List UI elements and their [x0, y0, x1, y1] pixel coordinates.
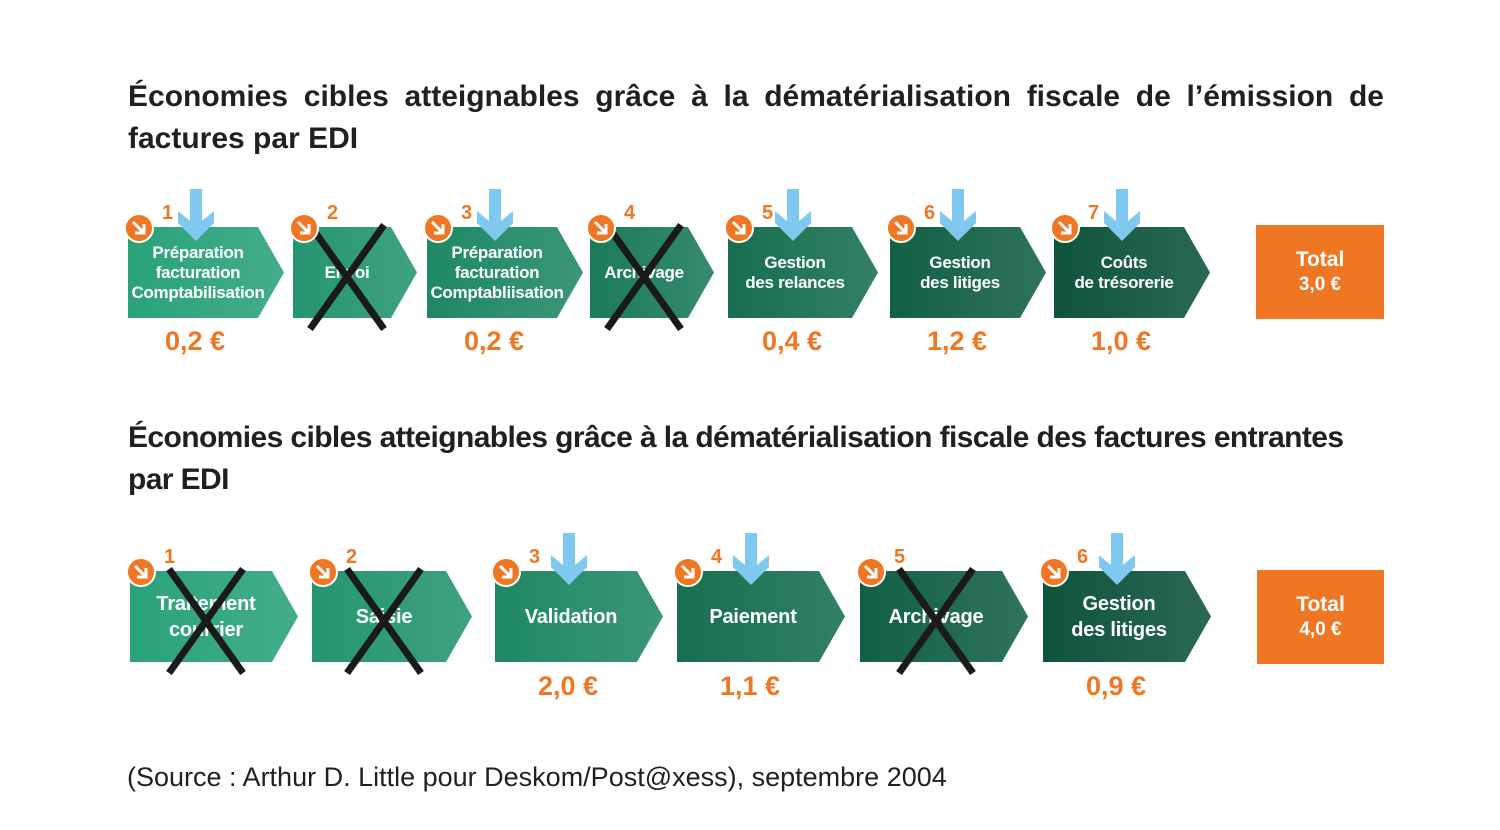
step-value: 1,1 € — [719, 671, 781, 701]
arrow-down-icon — [940, 189, 976, 241]
arrow-down-icon — [178, 189, 214, 241]
total-label: Total — [1296, 593, 1345, 616]
total-value: 4,0 € — [1299, 619, 1342, 640]
arrow-down-right-icon — [724, 213, 754, 243]
arrow-down-right-icon — [491, 557, 521, 587]
step-label: Gestion des litiges — [920, 252, 1000, 292]
step-value: 1,0 € — [1090, 326, 1152, 356]
total-value: 3,0 € — [1298, 274, 1342, 295]
arrow-down-right-icon — [289, 213, 319, 243]
arrow-down-right-icon — [1050, 213, 1080, 243]
process-step: Coûts de trésorerie — [1054, 189, 1210, 318]
process-step: Validation — [495, 533, 663, 662]
diagram-1-title: Économies cibles atteignables grâce à la… — [128, 80, 1384, 155]
arrow-down-right-icon — [886, 213, 916, 243]
arrow-down-right-icon — [1039, 557, 1069, 587]
step-value: 2,0 € — [537, 671, 599, 701]
step-chevron — [427, 227, 583, 318]
step-label: Traitement courrier — [156, 592, 256, 641]
step-chevron — [1054, 227, 1210, 318]
process-step: Paiement — [677, 533, 845, 662]
arrow-down-right-icon — [673, 557, 703, 587]
process-step: Préparation facturation Comptabilisation — [128, 189, 284, 318]
diagram-1-total: Total 3,0 € — [1256, 225, 1384, 319]
step-label: Préparation facturation Comptabilisation — [131, 242, 265, 302]
process-step: Gestion des relances — [728, 189, 878, 318]
step-value: 0,2 € — [164, 326, 226, 356]
step-number: 2 — [327, 202, 339, 224]
step-chevron — [677, 571, 845, 662]
step-number: 1 — [164, 546, 176, 568]
cross-icon — [166, 566, 246, 675]
step-number: 4 — [624, 202, 636, 224]
step-chevron — [1043, 571, 1211, 662]
arrow-down-right-icon — [423, 213, 453, 243]
step-label: Validation — [524, 605, 618, 628]
step-number: 5 — [894, 546, 906, 568]
process-step: Gestion des litiges — [1043, 533, 1211, 662]
step-chevron — [128, 227, 284, 318]
step-chevron — [728, 227, 878, 318]
step-value: 0,2 € — [463, 326, 525, 356]
step-number: 5 — [762, 202, 774, 224]
process-step: Préparation facturation Comptabliisation — [427, 189, 583, 318]
arrow-down-icon — [733, 533, 769, 585]
cross-icon — [604, 222, 684, 331]
step-value: 1,2 € — [926, 326, 988, 356]
process-step: Archivage — [860, 566, 1028, 675]
total-label: Total — [1295, 248, 1345, 271]
arrow-down-right-icon — [126, 557, 156, 587]
step-value: 0,9 € — [1085, 671, 1147, 701]
step-chevron — [860, 571, 1028, 662]
step-label: Coûts de trésorerie — [1074, 252, 1174, 292]
arrow-down-icon — [477, 189, 513, 241]
arrow-down-icon — [1099, 533, 1135, 585]
process-step: Saisie — [312, 566, 472, 675]
arrow-down-icon — [1104, 189, 1140, 241]
cross-icon — [307, 222, 387, 331]
arrow-down-right-icon — [856, 557, 886, 587]
arrow-down-right-icon — [586, 213, 616, 243]
step-label: Préparation facturation Comptabliisation — [430, 242, 564, 302]
arrow-down-icon — [551, 533, 587, 585]
step-label: Gestion des relances — [745, 252, 845, 292]
step-chevron — [312, 571, 472, 662]
cross-icon — [344, 566, 424, 675]
step-number: 3 — [529, 546, 541, 568]
step-label: Gestion des litiges — [1071, 592, 1167, 641]
diagram-2-total: Total 4,0 € — [1257, 570, 1384, 664]
arrow-down-right-icon — [124, 213, 154, 243]
step-number: 7 — [1088, 202, 1100, 224]
process-step: Envoi — [293, 222, 417, 331]
step-chevron — [890, 227, 1046, 318]
step-number: 1 — [162, 202, 174, 224]
step-value: 0,4 € — [761, 326, 823, 356]
step-number: 3 — [461, 202, 473, 224]
step-chevron — [130, 571, 298, 662]
step-number: 2 — [346, 546, 358, 568]
step-number: 6 — [924, 202, 936, 224]
step-number: 4 — [711, 546, 723, 568]
source-note: (Source : Arthur D. Little pour Deskom/P… — [127, 762, 947, 792]
cross-icon — [896, 566, 976, 675]
arrow-down-icon — [775, 189, 811, 241]
process-step: Archivage — [590, 222, 714, 331]
step-chevron — [495, 571, 663, 662]
process-step: Gestion des litiges — [890, 189, 1046, 318]
arrow-down-right-icon — [308, 557, 338, 587]
process-step: Traitement courrier — [130, 566, 298, 675]
step-label: Paiement — [709, 605, 797, 628]
step-number: 6 — [1077, 546, 1089, 568]
diagram-2-title: Économies cibles atteignables grâce à la… — [128, 421, 1344, 496]
